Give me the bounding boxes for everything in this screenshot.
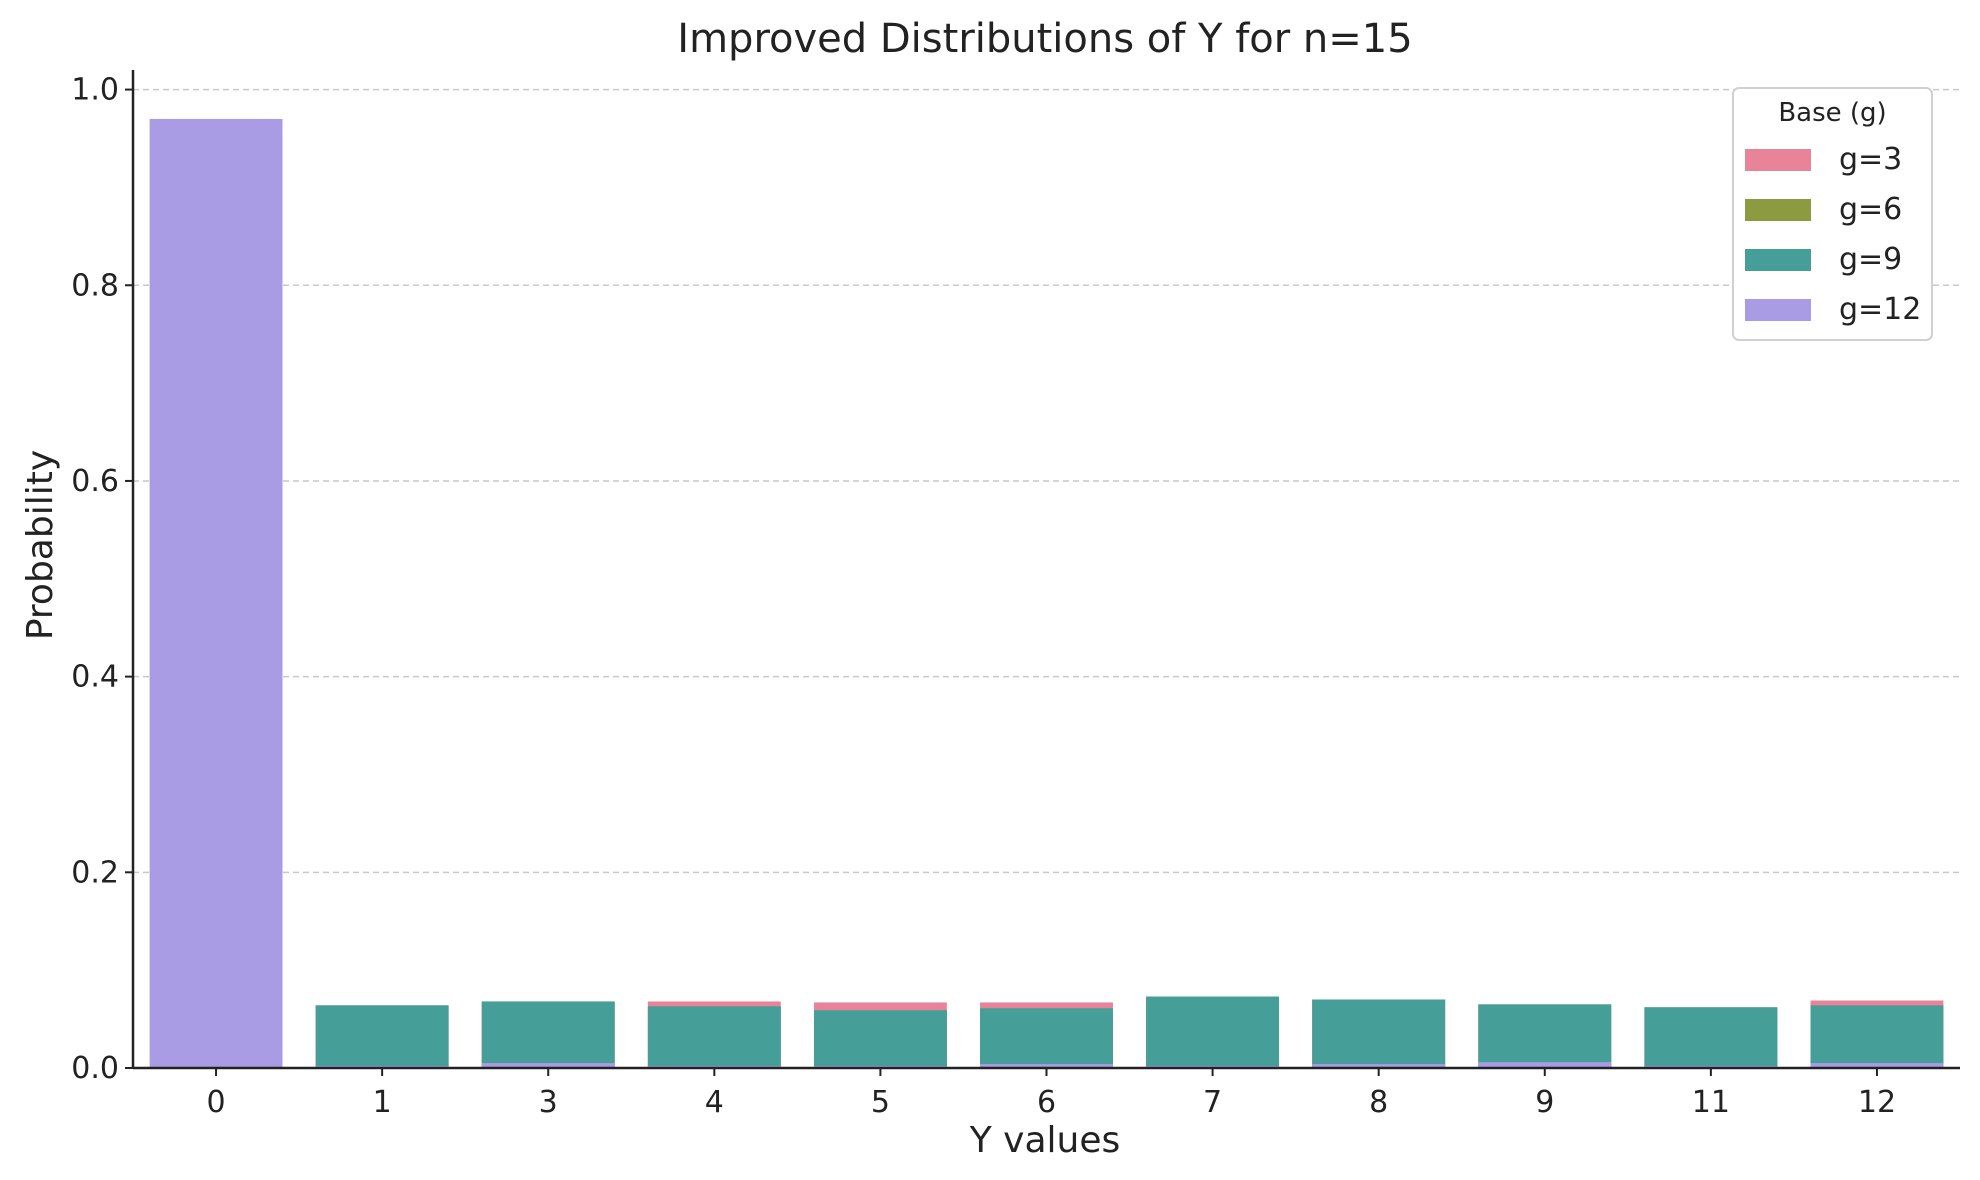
axes <box>125 70 1960 1076</box>
y-axis-label: Probability <box>20 450 61 640</box>
legend-swatch-g6 <box>1745 199 1811 221</box>
legend-label-g6: g=6 <box>1839 192 1902 227</box>
bar-g12-8 <box>1312 1064 1446 1068</box>
chart-title: Improved Distributions of Y for n=15 <box>677 16 1412 62</box>
bar-g9-7 <box>1146 996 1280 1068</box>
bar-g9-4 <box>647 1006 781 1068</box>
legend-label-g9: g=9 <box>1839 242 1902 277</box>
bar-g9-8 <box>1312 999 1446 1068</box>
y-tick-label: 0.0 <box>71 1051 119 1086</box>
legend-swatch-g12 <box>1745 299 1811 321</box>
bar-g12-0 <box>149 118 283 1068</box>
x-axis-label: Y values <box>969 1120 1121 1161</box>
x-tick-label: 8 <box>1369 1085 1388 1120</box>
bar-g12-3 <box>481 1063 615 1068</box>
y-tick-label: 0.2 <box>71 855 119 890</box>
bar-g9-12 <box>1810 1005 1944 1068</box>
x-tick-label: 11 <box>1692 1085 1730 1120</box>
bars <box>149 118 1944 1068</box>
bar-g12-9 <box>1478 1062 1612 1068</box>
legend-label-g12: g=12 <box>1839 292 1921 327</box>
bar-g9-6 <box>980 1008 1113 1068</box>
x-tick-label: 5 <box>871 1085 890 1120</box>
x-tick-label: 0 <box>206 1085 225 1120</box>
bar-g9-9 <box>1478 1004 1612 1068</box>
bar-g9-3 <box>481 1001 615 1068</box>
y-tick-label: 0.6 <box>71 464 119 499</box>
y-tick-label: 1.0 <box>71 73 119 108</box>
bar-g12-12 <box>1810 1063 1944 1068</box>
bar-g12-6 <box>980 1064 1113 1068</box>
legend-title: Base (g) <box>1778 98 1886 128</box>
x-tick-label: 3 <box>539 1085 558 1120</box>
bar-g9-5 <box>813 1010 947 1068</box>
legend-swatch-g9 <box>1745 249 1811 271</box>
bar-g9-11 <box>1644 1007 1778 1068</box>
x-tick-label: 7 <box>1203 1085 1222 1120</box>
y-tick-label: 0.4 <box>71 660 119 695</box>
legend: Base (g) g=3 g=6 g=9 g=12 <box>1732 87 1933 341</box>
bar-g9-1 <box>315 1005 449 1068</box>
x-tick-label: 1 <box>373 1085 392 1120</box>
x-tick-label: 6 <box>1037 1085 1056 1120</box>
legend-label-g3: g=3 <box>1839 142 1902 177</box>
x-tick-label: 4 <box>705 1085 724 1120</box>
x-tick-label: 12 <box>1858 1085 1896 1120</box>
x-tick-label: 9 <box>1535 1085 1554 1120</box>
tick-labels: 0.0 0.2 0.4 0.6 0.8 1.0 0 1 3 4 5 6 7 8 9 11 12 <box>71 73 1896 1120</box>
legend-swatch-g3 <box>1745 149 1811 171</box>
y-tick-label: 0.8 <box>71 268 119 303</box>
